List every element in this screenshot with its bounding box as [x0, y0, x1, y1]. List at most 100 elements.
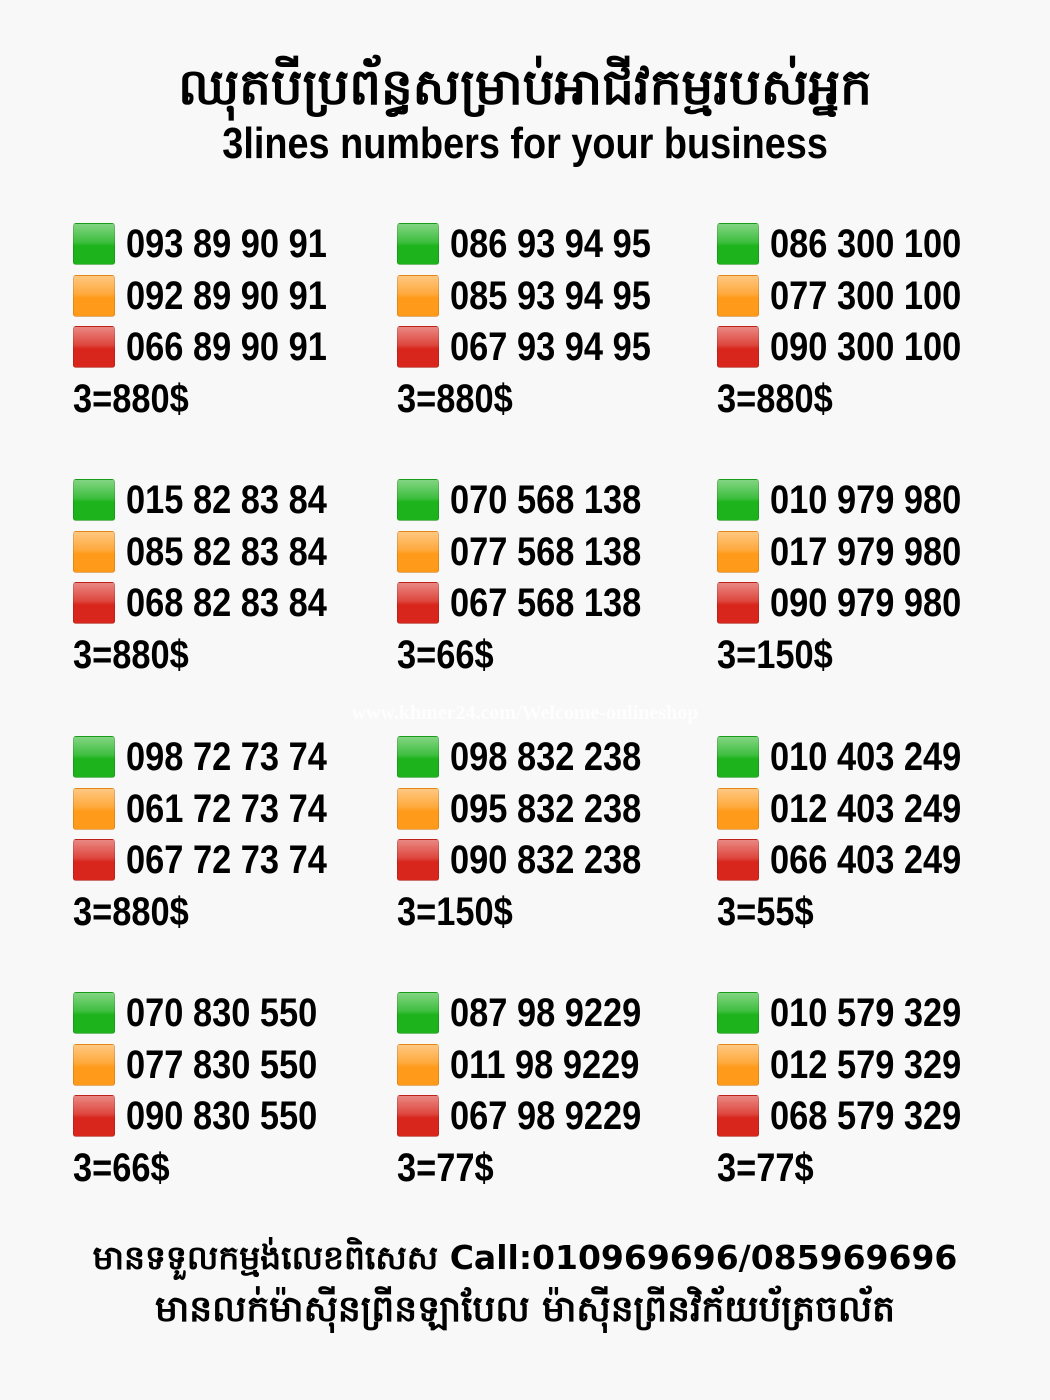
- number-line: 010 403 249: [717, 732, 1037, 784]
- price-line: 3=880$: [73, 630, 393, 682]
- number-line: 093 89 90 91: [73, 219, 393, 271]
- orange-square-icon: [73, 1043, 115, 1086]
- orange-square-icon: [397, 530, 439, 573]
- phone-number: 011 98 9229: [450, 1042, 640, 1087]
- number-line: 085 93 94 95: [397, 271, 717, 323]
- number-line: 067 72 73 74: [73, 835, 393, 887]
- orange-square-icon: [73, 530, 115, 573]
- price-line: 3=66$: [73, 1143, 393, 1195]
- number-line: 090 830 550: [73, 1091, 393, 1143]
- number-set: 010 403 249 012 403 249 066 403 249 3=55$: [717, 732, 1037, 938]
- price-line: 3=880$: [397, 374, 717, 426]
- watermark: www.khmer24.com/Welcome-onlineshop: [351, 702, 699, 724]
- number-line: 066 403 249: [717, 835, 1037, 887]
- phone-number: 085 93 94 95: [450, 273, 651, 318]
- phone-number: 010 979 980: [770, 478, 962, 522]
- number-set: 098 832 238 095 832 238 090 832 238 3=150$: [397, 732, 717, 938]
- number-line: 011 98 9229: [397, 1040, 717, 1092]
- green-square-icon: [397, 223, 439, 265]
- phone-number: 068 579 329: [770, 1094, 962, 1138]
- number-line: 085 82 83 84: [73, 527, 393, 579]
- phone-number: 090 300 100: [770, 325, 962, 369]
- phone-number: 090 830 550: [126, 1094, 318, 1138]
- red-square-icon: [73, 1095, 115, 1137]
- number-line: 061 72 73 74: [73, 784, 393, 836]
- red-square-icon: [73, 326, 115, 368]
- green-square-icon: [717, 223, 759, 265]
- orange-square-icon: [73, 274, 115, 317]
- number-line: 010 579 329: [717, 988, 1037, 1040]
- orange-square-icon: [717, 274, 759, 317]
- phone-number: 085 82 83 84: [126, 529, 327, 574]
- green-square-icon: [73, 479, 115, 521]
- number-line: 067 568 138: [397, 578, 717, 630]
- number-line: 067 93 94 95: [397, 322, 717, 374]
- number-line: 086 93 94 95: [397, 219, 717, 271]
- number-line: 077 830 550: [73, 1040, 393, 1092]
- red-square-icon: [73, 839, 115, 881]
- phone-number: 012 403 249: [770, 786, 962, 831]
- phone-number: 068 82 83 84: [126, 581, 327, 625]
- phone-number: 066 403 249: [770, 838, 962, 882]
- orange-square-icon: [73, 787, 115, 830]
- number-line: 095 832 238: [397, 784, 717, 836]
- number-set: 098 72 73 74 061 72 73 74 067 72 73 74 3=88…: [73, 732, 393, 938]
- phone-number: 077 830 550: [126, 1042, 318, 1087]
- number-line: 068 579 329: [717, 1091, 1037, 1143]
- number-set: 086 93 94 95 085 93 94 95 067 93 94 95 3=88…: [397, 219, 717, 425]
- number-line: 077 300 100: [717, 271, 1037, 323]
- set-price: 3=880$: [397, 376, 513, 421]
- price-line: 3=880$: [73, 887, 393, 939]
- phone-number: 067 72 73 74: [126, 838, 327, 882]
- red-square-icon: [397, 326, 439, 368]
- phone-number: 070 830 550: [126, 991, 318, 1035]
- phone-number: 090 979 980: [770, 581, 962, 625]
- orange-square-icon: [397, 787, 439, 830]
- phone-number: 098 72 73 74: [126, 735, 327, 779]
- price-line: 3=55$: [717, 887, 1037, 939]
- red-square-icon: [397, 1095, 439, 1137]
- price-line: 3=77$: [717, 1143, 1037, 1195]
- phone-number: 010 403 249: [770, 735, 962, 779]
- number-line: 098 72 73 74: [73, 732, 393, 784]
- red-square-icon: [717, 839, 759, 881]
- number-set: 086 300 100 077 300 100 090 300 100 3=880$: [717, 219, 1037, 425]
- number-line: 077 568 138: [397, 527, 717, 579]
- phone-number: 067 568 138: [450, 581, 642, 625]
- phone-number: 070 568 138: [450, 478, 642, 522]
- red-square-icon: [717, 1095, 759, 1137]
- price-line: 3=150$: [397, 887, 717, 939]
- phone-number: 012 579 329: [770, 1042, 962, 1087]
- price-line: 3=66$: [397, 630, 717, 682]
- set-price: 3=880$: [73, 889, 189, 934]
- number-line: 066 89 90 91: [73, 322, 393, 374]
- phone-number: 087 98 9229: [450, 991, 642, 1035]
- green-square-icon: [717, 479, 759, 521]
- phone-number: 067 98 9229: [450, 1094, 642, 1138]
- phone-number: 095 832 238: [450, 786, 642, 831]
- number-line: 017 979 980: [717, 527, 1037, 579]
- phone-number: 077 568 138: [450, 529, 642, 574]
- green-square-icon: [717, 736, 759, 778]
- green-square-icon: [73, 992, 115, 1034]
- phone-number: 010 579 329: [770, 991, 962, 1035]
- footer-contact: មានទទួលកម្មង់លេខពិសេស Call:010969696/085…: [92, 1238, 958, 1277]
- set-price: 3=150$: [397, 889, 513, 934]
- green-square-icon: [397, 736, 439, 778]
- phone-number: 066 89 90 91: [126, 325, 327, 369]
- phone-number: 090 832 238: [450, 838, 642, 882]
- red-square-icon: [73, 582, 115, 624]
- price-line: 3=150$: [717, 630, 1037, 682]
- price-line: 3=77$: [397, 1143, 717, 1195]
- number-set: 087 98 9229 011 98 9229 067 98 9229 3=77$: [397, 988, 717, 1194]
- price-line: 3=880$: [717, 374, 1037, 426]
- number-set: 070 568 138 077 568 138 067 568 138 3=66$: [397, 475, 717, 681]
- phone-number: 017 979 980: [770, 529, 962, 574]
- orange-square-icon: [717, 787, 759, 830]
- set-price: 3=150$: [717, 632, 833, 677]
- price-line: 3=880$: [73, 374, 393, 426]
- set-price: 3=66$: [397, 632, 494, 677]
- title-khmer: ឈុតបីប្រព័ន្ធសម្រាប់អាជីវកម្មរបស់អ្នក: [178, 58, 872, 116]
- phone-number: 093 89 90 91: [126, 222, 327, 266]
- number-line: 015 82 83 84: [73, 475, 393, 527]
